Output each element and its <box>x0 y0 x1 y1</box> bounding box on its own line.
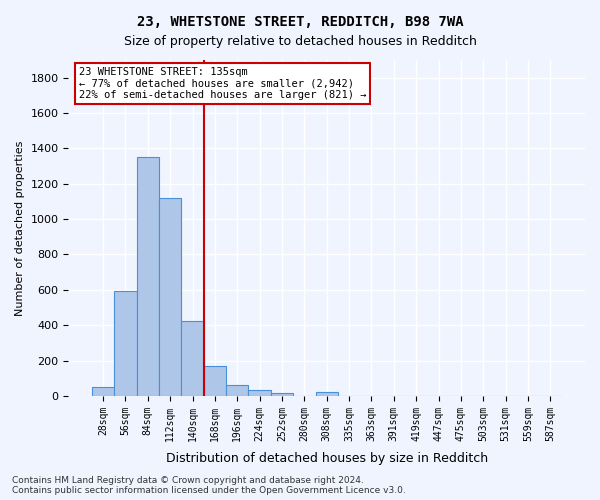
Bar <box>159 198 181 396</box>
Text: Size of property relative to detached houses in Redditch: Size of property relative to detached ho… <box>124 35 476 48</box>
Text: 23, WHETSTONE STREET, REDDITCH, B98 7WA: 23, WHETSTONE STREET, REDDITCH, B98 7WA <box>137 15 463 29</box>
Bar <box>137 157 159 396</box>
Bar <box>271 394 293 396</box>
Bar <box>248 390 271 396</box>
Text: Contains HM Land Registry data © Crown copyright and database right 2024.
Contai: Contains HM Land Registry data © Crown c… <box>12 476 406 495</box>
Bar <box>114 290 137 396</box>
Y-axis label: Number of detached properties: Number of detached properties <box>15 140 25 316</box>
Bar <box>181 321 204 396</box>
Text: 23 WHETSTONE STREET: 135sqm
← 77% of detached houses are smaller (2,942)
22% of : 23 WHETSTONE STREET: 135sqm ← 77% of det… <box>79 66 366 100</box>
Bar <box>316 392 338 396</box>
Bar <box>92 387 114 396</box>
X-axis label: Distribution of detached houses by size in Redditch: Distribution of detached houses by size … <box>166 452 488 465</box>
Bar <box>204 366 226 396</box>
Bar <box>226 386 248 396</box>
